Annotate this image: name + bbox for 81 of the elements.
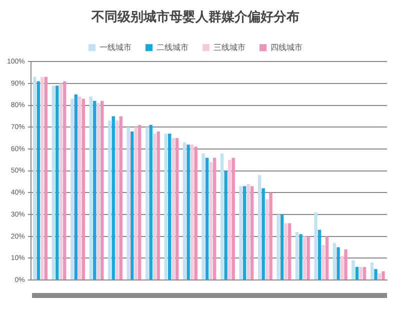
bar [232,158,235,280]
bar [378,273,382,280]
bar [212,158,216,280]
bar [70,98,74,280]
bar [306,236,310,280]
bar [108,120,112,280]
bar [40,76,44,280]
bar [332,242,336,280]
bar [224,170,228,280]
bar [209,162,212,280]
bar [126,127,130,280]
bar [156,131,160,280]
bar [149,124,152,280]
bar [250,186,254,280]
bar [168,134,172,280]
bar [33,76,36,280]
bar [96,103,100,280]
bar [116,120,119,280]
bar [284,223,288,280]
bar [352,260,355,280]
bar [164,134,168,280]
bar [52,86,55,280]
bar [130,131,134,280]
legend-label: 二线城市 [156,42,188,52]
bar [63,81,66,280]
bar [265,199,269,280]
bar [146,127,149,280]
bar [258,175,262,280]
bar [202,153,205,280]
bar [182,142,186,280]
bar [56,86,59,280]
bar [242,186,246,280]
bar [82,98,85,280]
bar [78,96,82,280]
bar [288,223,292,280]
bar [239,186,242,280]
bar [112,116,115,280]
bar [205,158,209,280]
bar [246,184,250,280]
bar [295,232,299,280]
bar [93,100,96,280]
bar [359,266,362,280]
bar [100,100,104,280]
bar [318,230,322,280]
legend-label: 三线城市 [214,42,246,52]
bar [134,127,138,280]
bar [382,271,385,280]
bar [89,96,92,280]
bar [186,144,190,280]
bar [194,146,198,280]
chart-title: 不同级别城市母婴人群媒介偏好分布 [90,9,300,26]
bar [280,214,284,280]
legend-label: 四线城市 [270,42,302,52]
bar [176,138,179,280]
bar [340,256,344,280]
bar [153,134,156,280]
bar [355,266,359,280]
bar [344,249,348,280]
bar [74,94,78,280]
bar [119,116,122,280]
bar [302,236,306,280]
bar [138,124,142,280]
bar [374,269,378,280]
bar [172,138,175,280]
bar [322,245,325,280]
bar [220,153,224,280]
bar [325,236,329,280]
bar [59,83,62,280]
bar [36,81,40,280]
legend-label: 一线城市 [100,42,132,52]
bar [269,192,272,280]
bar [314,212,318,280]
bar [276,214,280,280]
bar [44,76,48,280]
bar [336,247,340,280]
bar [262,188,265,280]
bar [370,262,374,280]
bar [299,234,302,280]
bar [362,266,366,280]
bar [190,144,194,280]
bar [228,160,232,280]
